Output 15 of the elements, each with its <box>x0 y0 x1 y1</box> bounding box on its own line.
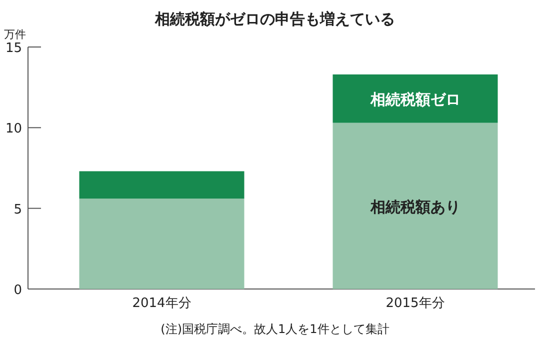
chart-title: 相続税額がゼロの申告も増えている <box>154 10 395 28</box>
series-label: 相続税額ゼロ <box>369 90 460 109</box>
bar <box>332 122 498 289</box>
y-tick-label: 0 <box>14 283 22 298</box>
y-tick-label: 15 <box>5 41 22 56</box>
x-tick-label: 2015年分 <box>386 296 445 311</box>
text: (注)国税庁調べ。故人1人を1件として集計 <box>160 322 390 336</box>
y-tick-label: 5 <box>14 202 22 218</box>
bar <box>332 74 498 123</box>
bar <box>79 171 244 199</box>
x-tick-label: 2014年分 <box>132 296 192 311</box>
y-axis-title: 万件 <box>4 28 26 41</box>
bar <box>79 198 244 289</box>
y-tick-label: 10 <box>5 122 22 137</box>
series-label: 相続税額あり <box>369 198 460 216</box>
